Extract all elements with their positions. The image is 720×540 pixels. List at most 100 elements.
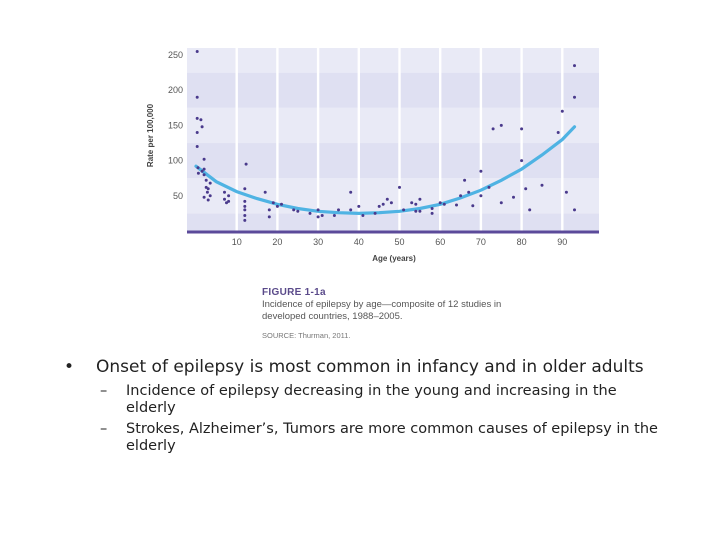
- y-tick-label: 250: [168, 50, 183, 60]
- data-point: [296, 209, 300, 213]
- data-point: [280, 202, 283, 206]
- data-point: [195, 50, 199, 53]
- data-point: [499, 123, 503, 127]
- data-point: [195, 95, 199, 99]
- plot-band: [187, 178, 599, 214]
- y-tick-labels: 50 100 150 200 250: [168, 50, 183, 201]
- data-point: [243, 214, 247, 217]
- data-point: [199, 118, 203, 122]
- sub-bullet-item: – Incidence of epilepsy decreasing in th…: [64, 383, 664, 417]
- data-point: [320, 214, 324, 217]
- bullet-marker: •: [64, 357, 75, 377]
- data-point: [463, 178, 467, 182]
- sub-bullet-marker: –: [100, 421, 108, 437]
- data-point: [196, 171, 200, 175]
- data-point: [227, 199, 231, 203]
- y-tick-label: 50: [173, 191, 183, 201]
- data-point: [398, 185, 401, 189]
- data-point: [206, 187, 210, 191]
- y-tick-label: 200: [168, 85, 183, 95]
- x-tick-label: 10: [232, 237, 242, 247]
- data-point: [316, 215, 320, 219]
- data-point: [467, 190, 471, 194]
- sub-bullet-text: Incidence of epilepsy decreasing in the …: [126, 383, 617, 416]
- sub-bullet-marker: –: [100, 383, 108, 399]
- data-point: [202, 195, 206, 199]
- data-point: [361, 214, 365, 217]
- data-point: [479, 194, 483, 198]
- data-point: [243, 204, 247, 208]
- plot-band: [187, 72, 599, 108]
- figure-caption: Incidence of epilepsy by age—composite o…: [262, 299, 502, 322]
- data-point: [308, 211, 312, 215]
- y-axis-label: Rate per 100,000: [146, 103, 155, 167]
- figure-label: FIGURE 1-1a: [262, 287, 326, 298]
- vertical-gridlines: [235, 48, 564, 231]
- data-point: [459, 194, 463, 198]
- sub-bullet-text: Strokes, Alzheimer’s, Tumors are more co…: [126, 421, 658, 454]
- data-point: [275, 204, 279, 208]
- data-point: [223, 197, 226, 201]
- data-point: [377, 204, 381, 208]
- plot-band: [187, 213, 599, 231]
- data-point: [418, 197, 422, 201]
- data-point: [202, 167, 206, 171]
- y-tick-label: 100: [168, 156, 183, 166]
- data-point: [263, 190, 267, 194]
- data-point: [292, 208, 296, 212]
- data-point: [560, 109, 564, 113]
- data-point: [471, 204, 475, 208]
- data-point: [442, 202, 446, 206]
- epilepsy-incidence-chart: 50 100 150 200 250 10 20 30 40 50 60 70 80 90 Rate p…: [146, 48, 599, 263]
- x-tick-label: 70: [476, 237, 486, 247]
- data-point: [410, 201, 414, 205]
- data-point: [243, 208, 247, 212]
- data-point: [524, 187, 528, 191]
- data-point: [520, 127, 524, 131]
- plot-band: [187, 107, 599, 144]
- data-point: [243, 218, 247, 222]
- data-point: [479, 169, 483, 173]
- bullet-item: • Onset of epilepsy is most common in in…: [64, 357, 664, 377]
- data-point: [528, 208, 532, 212]
- data-point: [402, 208, 406, 212]
- data-point: [455, 203, 458, 207]
- plot-background-bands: [187, 48, 599, 231]
- data-point: [491, 127, 495, 131]
- data-point: [414, 202, 418, 206]
- data-point: [267, 215, 271, 219]
- bullet-list: • Onset of epilepsy is most common in in…: [64, 357, 664, 455]
- data-point: [540, 183, 544, 187]
- data-point: [208, 194, 212, 198]
- x-tick-label: 40: [354, 237, 364, 247]
- data-point: [200, 169, 204, 173]
- data-point: [243, 187, 247, 191]
- data-point: [204, 178, 208, 182]
- data-point: [208, 181, 212, 185]
- data-point: [573, 64, 576, 68]
- data-point: [195, 131, 199, 134]
- data-point: [244, 162, 248, 166]
- data-point: [267, 208, 271, 212]
- data-point: [205, 190, 209, 194]
- y-tick-label: 150: [168, 120, 183, 130]
- data-point: [556, 131, 560, 134]
- data-point: [418, 209, 422, 213]
- x-tick-label: 60: [435, 237, 445, 247]
- data-point: [487, 185, 491, 189]
- trend-curve: [194, 125, 577, 216]
- sub-bullet-item: – Strokes, Alzheimer’s, Tumors are more …: [64, 421, 664, 455]
- data-point: [564, 190, 568, 194]
- data-points: [195, 50, 576, 222]
- data-point: [349, 190, 353, 194]
- data-point: [195, 145, 199, 148]
- data-point: [430, 211, 434, 215]
- x-axis-label: Age (years): [372, 254, 416, 263]
- data-point: [573, 95, 576, 99]
- x-tick-label: 90: [557, 237, 567, 247]
- data-point: [223, 190, 226, 194]
- data-point: [357, 204, 361, 208]
- data-point: [243, 199, 247, 203]
- data-point: [200, 125, 204, 129]
- data-point: [349, 208, 353, 212]
